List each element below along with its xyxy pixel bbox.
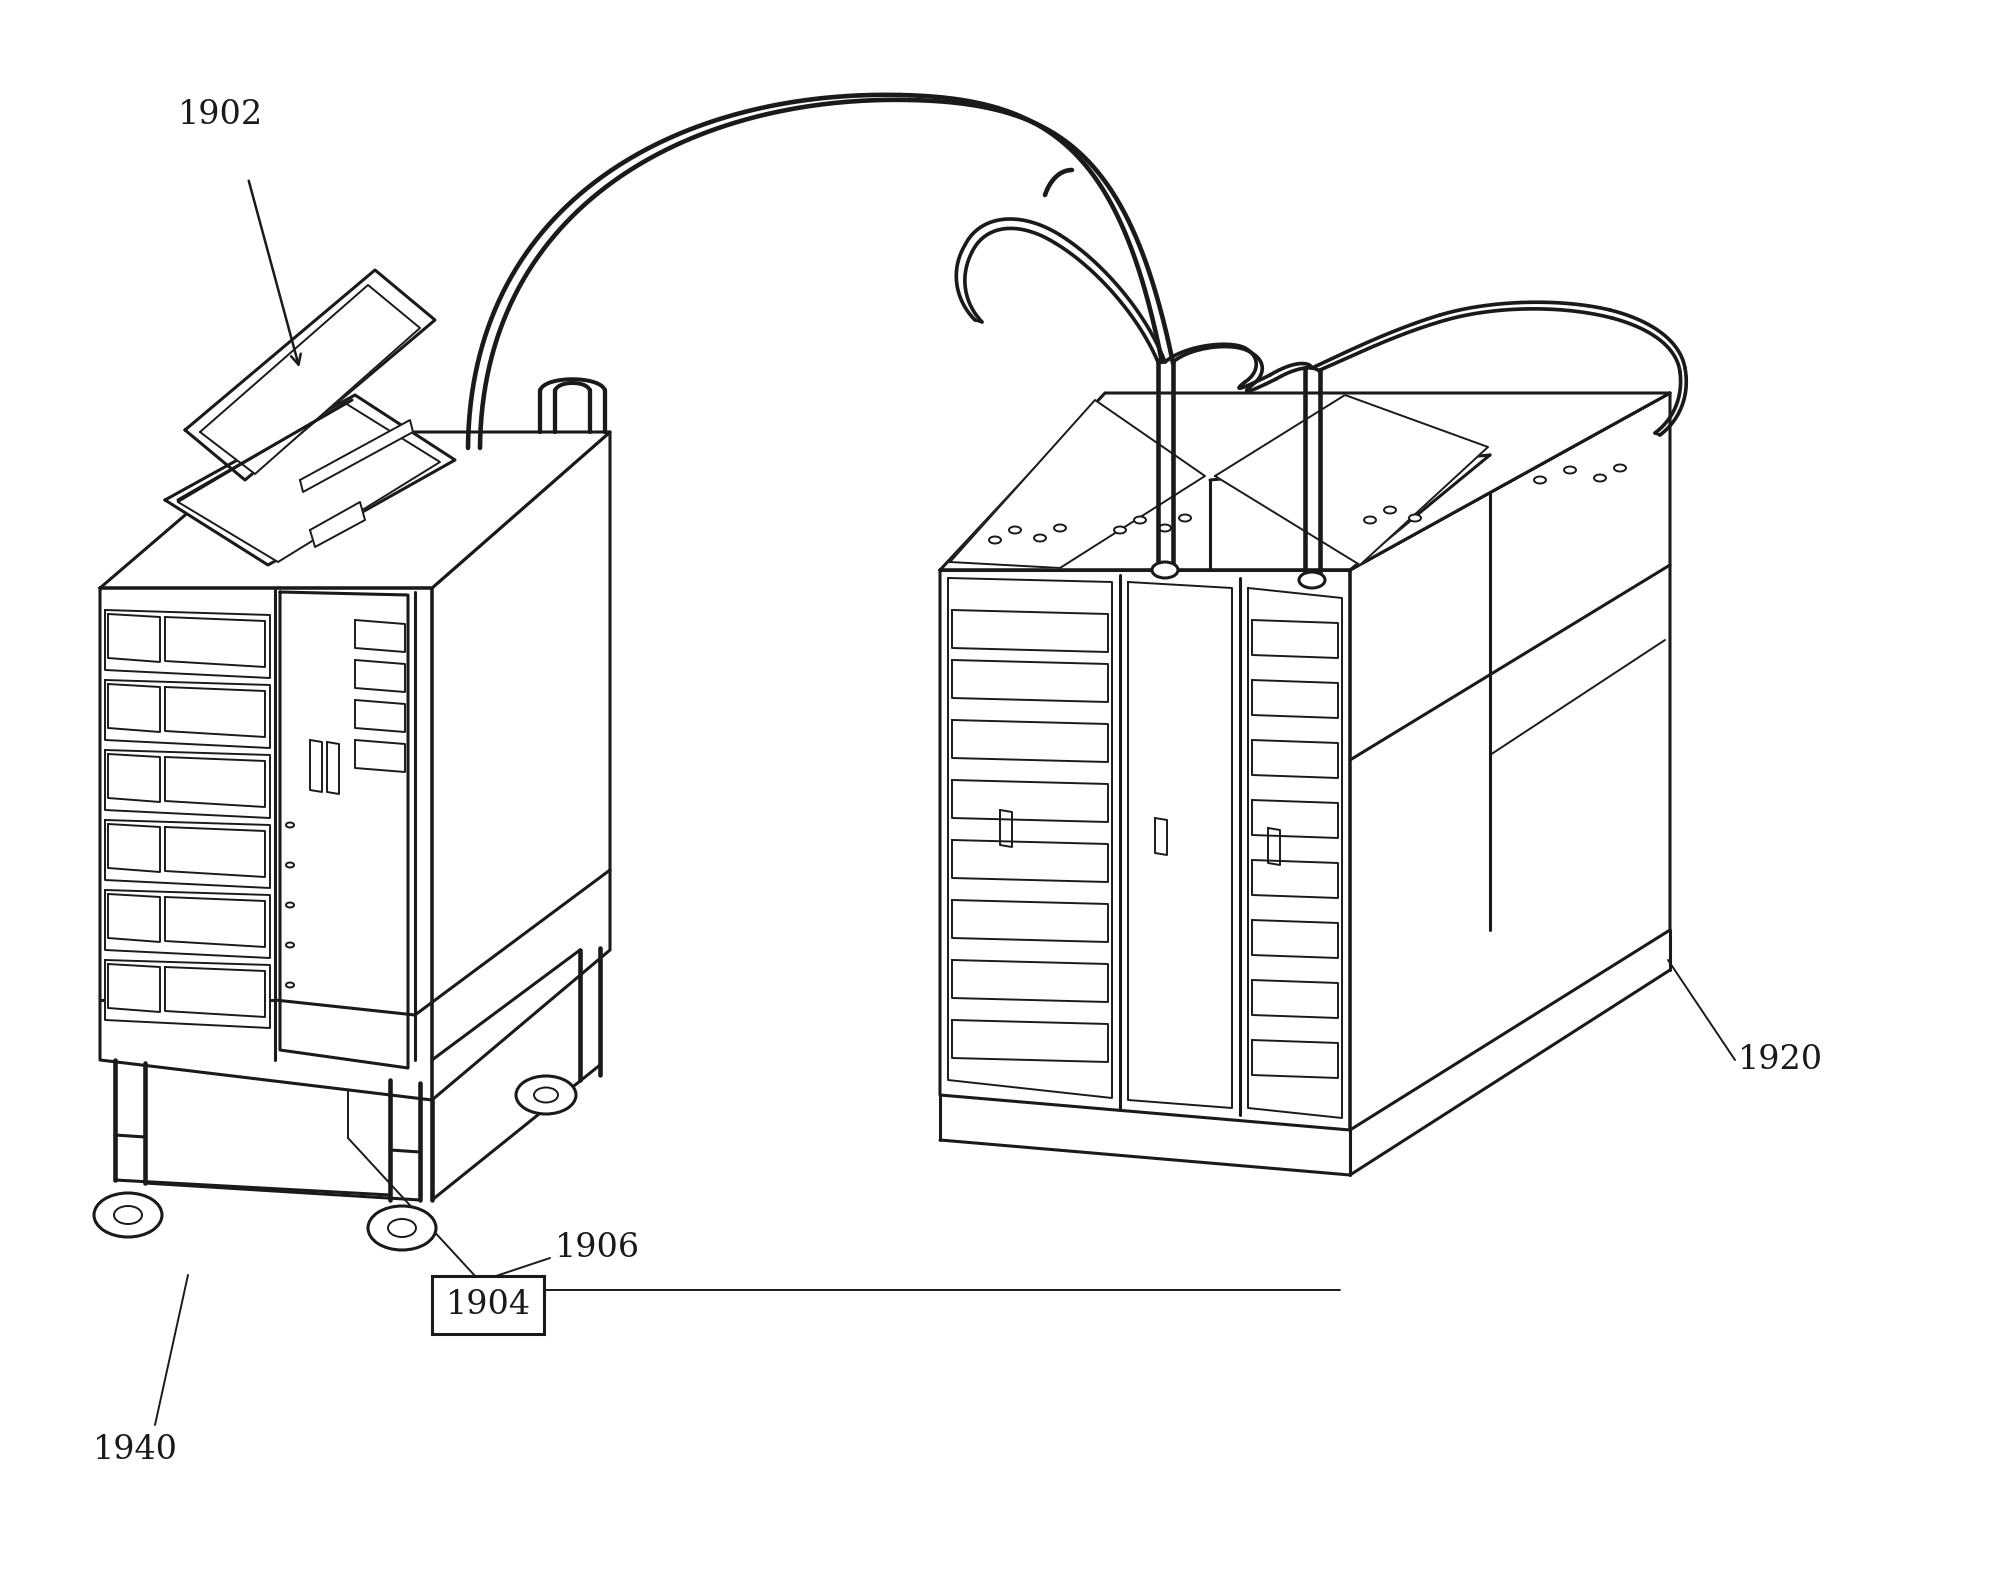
Ellipse shape [286,983,294,988]
Polygon shape [1253,739,1337,777]
Polygon shape [1253,860,1337,897]
Polygon shape [951,961,1108,1002]
Polygon shape [356,700,404,732]
Polygon shape [951,901,1108,942]
Polygon shape [432,431,609,1100]
Polygon shape [179,403,440,562]
Polygon shape [185,270,434,480]
Polygon shape [939,393,1669,570]
Polygon shape [1128,581,1233,1108]
Polygon shape [109,684,161,732]
Ellipse shape [1384,507,1396,514]
Text: 1940: 1940 [93,1435,177,1466]
Polygon shape [109,825,161,872]
Polygon shape [356,660,404,692]
Ellipse shape [286,943,294,948]
Polygon shape [101,431,609,588]
Polygon shape [310,739,322,792]
Ellipse shape [1615,465,1627,471]
Ellipse shape [1152,562,1178,578]
Polygon shape [1253,799,1337,837]
Polygon shape [356,619,404,653]
Polygon shape [105,679,269,747]
Polygon shape [1253,1040,1337,1078]
Polygon shape [105,890,269,957]
Ellipse shape [1134,517,1146,523]
Ellipse shape [1299,572,1325,588]
Text: 1920: 1920 [1738,1044,1824,1076]
Ellipse shape [1410,515,1422,521]
Ellipse shape [115,1206,143,1224]
Polygon shape [951,660,1108,702]
Polygon shape [105,961,269,1029]
Ellipse shape [1178,515,1191,521]
Ellipse shape [95,1193,163,1237]
Text: 1904: 1904 [446,1289,531,1321]
Ellipse shape [1034,534,1046,542]
Ellipse shape [1363,517,1376,523]
Polygon shape [165,897,265,946]
Polygon shape [951,720,1108,762]
Ellipse shape [1565,466,1577,474]
Polygon shape [105,610,269,678]
Polygon shape [165,757,265,807]
Polygon shape [109,754,161,803]
Ellipse shape [286,863,294,867]
Polygon shape [105,820,269,888]
Ellipse shape [1114,526,1126,534]
Polygon shape [1269,828,1279,864]
Polygon shape [951,610,1108,653]
Polygon shape [1253,980,1337,1018]
Ellipse shape [388,1220,416,1237]
Polygon shape [951,841,1108,882]
Text: 1902: 1902 [177,100,263,131]
Polygon shape [310,502,366,547]
Polygon shape [109,615,161,662]
Polygon shape [951,1021,1108,1062]
Polygon shape [999,811,1012,847]
Polygon shape [101,588,432,1100]
Polygon shape [165,687,265,736]
Ellipse shape [517,1076,575,1114]
Polygon shape [951,781,1108,822]
Polygon shape [165,967,265,1018]
Polygon shape [1154,818,1166,855]
Polygon shape [199,284,420,474]
Polygon shape [165,395,454,566]
Text: 1906: 1906 [555,1232,639,1264]
Ellipse shape [1010,526,1022,534]
Ellipse shape [286,902,294,907]
Polygon shape [1249,588,1341,1119]
Polygon shape [1253,619,1337,657]
Ellipse shape [535,1087,557,1103]
Polygon shape [109,894,161,942]
Ellipse shape [1595,474,1607,482]
Ellipse shape [286,823,294,828]
Polygon shape [947,578,1112,1098]
Ellipse shape [1158,525,1170,531]
Polygon shape [1349,393,1669,1130]
Polygon shape [356,739,404,773]
Polygon shape [105,750,269,818]
Ellipse shape [989,537,1001,544]
Polygon shape [328,743,340,795]
Polygon shape [280,592,408,1068]
Ellipse shape [368,1206,436,1250]
Polygon shape [949,400,1205,567]
Polygon shape [1253,679,1337,717]
Polygon shape [165,618,265,667]
Ellipse shape [1534,477,1546,483]
Polygon shape [165,826,265,877]
Polygon shape [300,420,412,491]
Polygon shape [939,570,1349,1130]
Polygon shape [1253,920,1337,957]
Polygon shape [1215,395,1488,566]
Polygon shape [109,964,161,1013]
Ellipse shape [1054,525,1066,531]
